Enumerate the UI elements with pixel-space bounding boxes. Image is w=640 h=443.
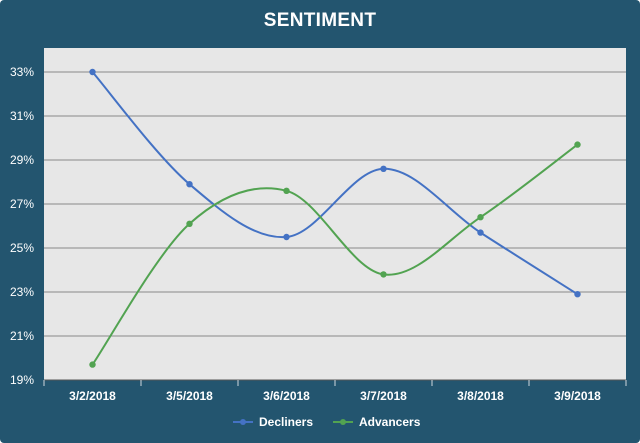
x-tick-label: 3/8/2018: [457, 389, 504, 403]
y-tick-label: 21%: [10, 329, 34, 343]
data-point-advancers: [477, 214, 484, 221]
data-point-advancers: [89, 361, 96, 368]
chart-title: SENTIMENT: [263, 10, 377, 31]
x-tick-label: 3/2/2018: [69, 389, 116, 403]
data-point-advancers: [380, 271, 387, 278]
y-axis-ticks: 19% 21% 23% 25% 27% 29% 31% 33%: [10, 65, 34, 387]
x-tick-label: 3/5/2018: [166, 389, 213, 403]
plot-area: [44, 48, 626, 380]
data-point-decliners: [380, 165, 387, 172]
x-tick-label: 3/6/2018: [263, 389, 310, 403]
y-tick-label: 27%: [10, 197, 34, 211]
y-tick-label: 19%: [10, 373, 34, 387]
series-line-decliners: [91, 71, 579, 296]
data-point-advancers: [186, 220, 193, 227]
legend: Decliners Advancers: [233, 415, 421, 429]
data-point-advancers: [283, 187, 290, 194]
x-tick-label: 3/7/2018: [360, 389, 407, 403]
y-tick-label: 31%: [10, 109, 34, 123]
y-tick-label: 29%: [10, 153, 34, 167]
legend-label: Decliners: [259, 415, 313, 429]
y-tick-label: 23%: [10, 285, 34, 299]
legend-swatch-marker: [240, 419, 246, 425]
series-lines: [89, 68, 581, 368]
legend-label: Advancers: [359, 415, 421, 429]
data-point-decliners: [574, 291, 581, 298]
legend-swatch-marker: [340, 419, 346, 425]
data-point-advancers: [574, 141, 581, 148]
data-point-decliners: [186, 181, 193, 188]
data-point-decliners: [89, 68, 96, 76]
data-point-decliners: [477, 229, 484, 236]
x-axis-ticks: 3/2/2018 3/5/2018 3/6/2018 3/7/2018 3/8/2018…: [43, 380, 627, 403]
y-tick-label: 25%: [10, 241, 34, 255]
series-line-advancers: [91, 143, 579, 366]
y-tick-label: 33%: [10, 65, 34, 79]
data-point-decliners: [283, 233, 290, 241]
x-tick-label: 3/9/2018: [554, 389, 601, 403]
